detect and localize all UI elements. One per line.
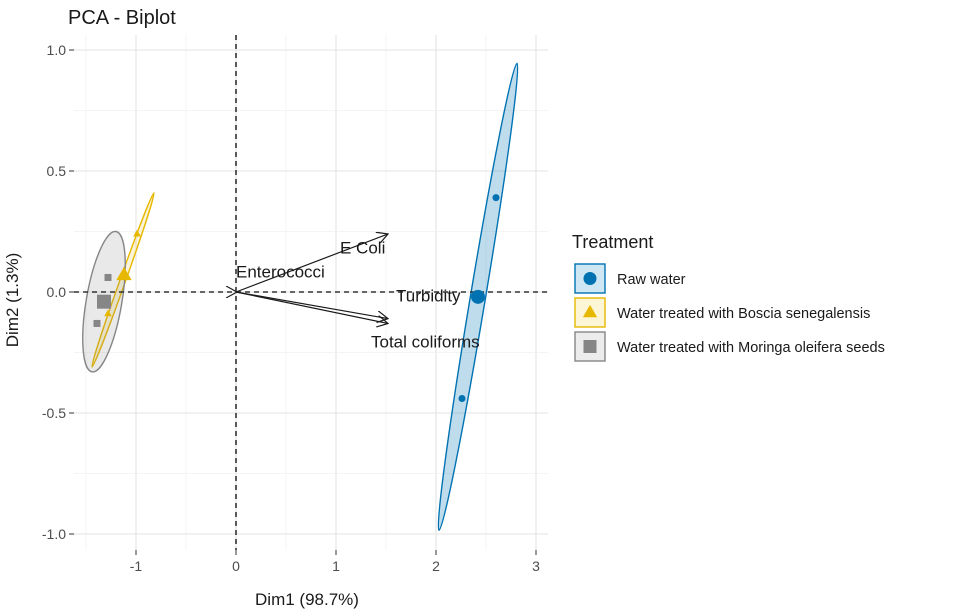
y-tick-label: 0.5 [47, 163, 67, 179]
y-tick-label: -1.0 [42, 526, 66, 542]
y-tick-label: -0.5 [42, 405, 66, 421]
variable-arrow-0 [235, 234, 388, 293]
variable-label-2: Total coliforms [371, 333, 480, 352]
variable-arrow-1 [235, 291, 388, 319]
legend-label-0: Raw water [617, 272, 686, 288]
variable-label-0: E Coli [340, 238, 385, 257]
point-series-2-1 [93, 319, 101, 327]
centroid-series-1 [116, 266, 132, 281]
y-tick-label: 1.0 [47, 42, 67, 58]
variable-label-1: Turbidity [396, 287, 461, 306]
point-series-0-0 [492, 194, 500, 202]
point-series-1-0 [133, 229, 141, 237]
chart-title: PCA - Biplot [68, 7, 176, 29]
x-tick-label: 3 [532, 558, 540, 574]
point-series-1-1 [104, 309, 112, 317]
variable-arrows: E Coli Turbidity Total coliforms Enterococc… [236, 234, 480, 352]
centroid-series-0 [471, 289, 485, 304]
legend-symbol-2 [583, 340, 597, 353]
legend: Treatment Raw water Water treated with Bo… [572, 232, 885, 362]
point-series-2-0 [104, 273, 112, 281]
y-tick-label: 0.0 [47, 284, 67, 300]
variable-label-3: Enterococci [236, 262, 325, 281]
point-series-0-1 [458, 394, 466, 402]
x-tick-label: 1 [332, 558, 340, 574]
legend-symbol-0 [583, 272, 597, 285]
variable-arrow-2 [235, 291, 388, 323]
data-points [93, 194, 500, 402]
centroid-series-2 [97, 294, 111, 309]
x-axis-title: Dim1 (98.7%) [255, 590, 359, 609]
legend-label-1: Water treated with Boscia senegalensis [617, 306, 870, 322]
axis-ticks: -1 0 1 2 3 -1.0 -0.5 0.0 0.5 1.0 [42, 42, 540, 574]
grid [74, 35, 548, 550]
legend-symbol-1 [582, 304, 598, 318]
y-axis-title: Dim2 (1.3%) [3, 253, 22, 347]
x-tick-label: 0 [232, 558, 240, 574]
legend-title: Treatment [572, 232, 653, 252]
x-tick-label: 2 [432, 558, 440, 574]
legend-label-2: Water treated with Moringa oleifera seed… [617, 340, 885, 356]
reference-lines [74, 35, 548, 550]
x-tick-label: -1 [130, 558, 143, 574]
